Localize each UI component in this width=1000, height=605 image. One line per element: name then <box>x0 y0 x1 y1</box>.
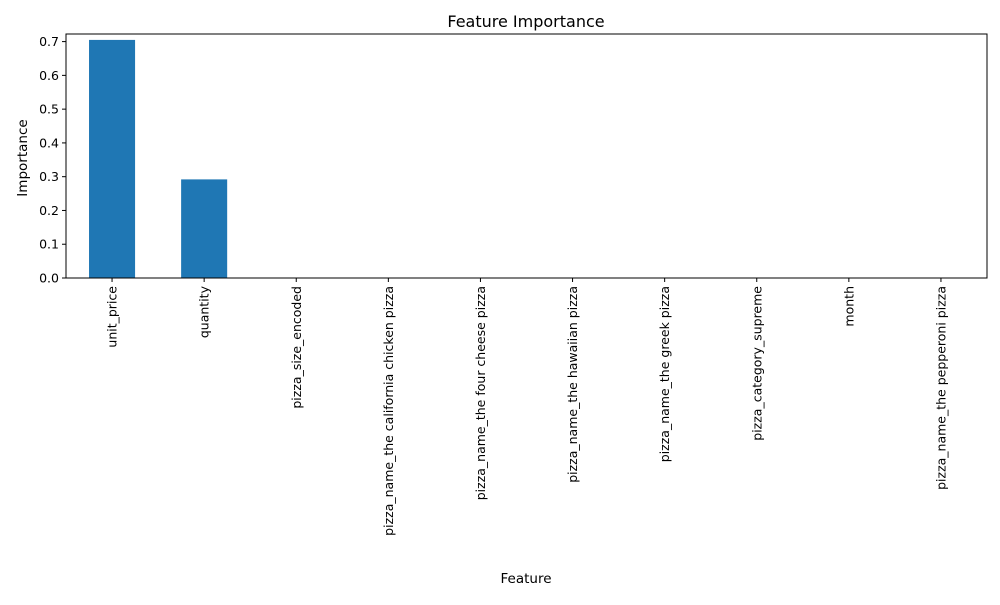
plot-frame <box>65 33 988 279</box>
y-tick-label-1: 0.1 <box>39 237 59 252</box>
bar-0 <box>89 39 136 278</box>
x-tick-label-0: unit_price <box>105 286 120 348</box>
y-tick-label-2: 0.2 <box>39 203 59 218</box>
y-tick-label-4: 0.4 <box>39 135 59 150</box>
chart-title: Feature Importance <box>447 12 604 31</box>
y-tick-label-5: 0.5 <box>39 102 59 117</box>
y-axis-label: Importance <box>15 119 31 196</box>
bars-group <box>89 39 228 278</box>
x-axis: unit_price quantity pizza_size_encoded pizz… <box>105 278 948 536</box>
bar-1 <box>181 179 228 278</box>
x-tick-label-9: pizza_name_the pepperoni pizza <box>933 286 948 490</box>
x-tick-label-2: pizza_size_encoded <box>289 286 304 409</box>
y-tick-label-7: 0.7 <box>39 34 59 49</box>
y-tick-label-3: 0.3 <box>39 169 59 184</box>
x-axis-label: Feature <box>500 571 551 587</box>
x-tick-label-6: pizza_name_the greek pizza <box>657 286 672 462</box>
y-tick-label-6: 0.6 <box>39 68 59 83</box>
y-axis: 0.0 0.1 0.2 0.3 0.4 0.5 0.6 0.7 <box>39 34 66 286</box>
x-tick-label-8: month <box>841 286 856 327</box>
x-tick-label-7: pizza_category_supreme <box>749 286 764 441</box>
x-tick-label-3: pizza_name_the california chicken pizza <box>381 286 396 536</box>
x-tick-label-1: quantity <box>197 285 212 338</box>
x-tick-label-4: pizza_name_the four cheese pizza <box>473 286 488 500</box>
y-tick-label-0: 0.0 <box>39 271 59 286</box>
x-tick-label-5: pizza_name_the hawaiian pizza <box>565 286 580 483</box>
